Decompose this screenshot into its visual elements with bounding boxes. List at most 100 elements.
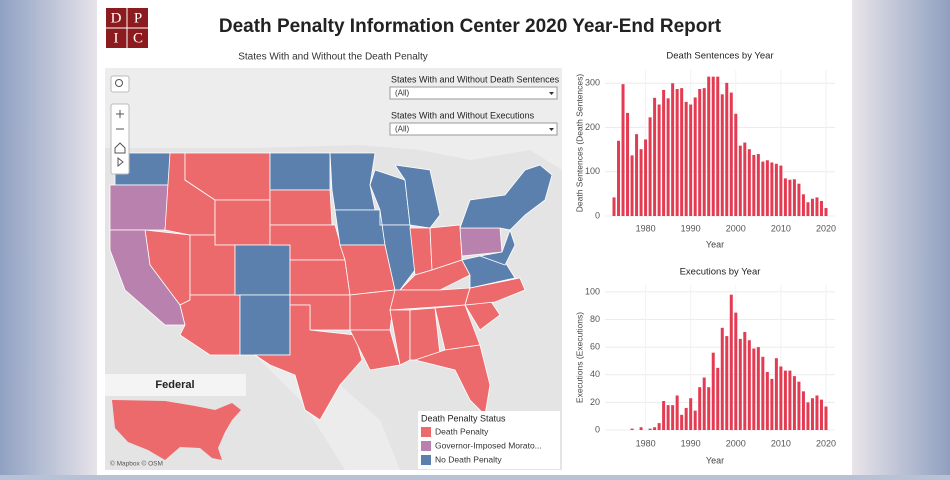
logo: D P I C — [106, 8, 148, 48]
state — [413, 344, 491, 416]
state — [239, 294, 291, 356]
bar — [801, 391, 805, 430]
bar — [765, 160, 769, 216]
dropdown-arrow — [549, 92, 554, 95]
bar — [824, 406, 828, 430]
filter-value: (All) — [395, 89, 410, 98]
bar — [711, 352, 715, 430]
legend-box — [418, 411, 560, 469]
federal-title: Federal — [155, 379, 194, 391]
bar — [824, 208, 828, 216]
state — [109, 184, 171, 231]
x-tick-label: 2010 — [771, 438, 791, 448]
bar — [657, 104, 661, 216]
bar — [756, 154, 760, 216]
x-tick-label: 2020 — [816, 223, 836, 233]
bar — [666, 405, 670, 430]
bar — [720, 94, 724, 216]
bar — [671, 83, 675, 216]
filter-dropdown[interactable] — [389, 122, 558, 136]
filter-dropdown[interactable] — [389, 86, 558, 100]
bar — [716, 367, 720, 430]
bar — [662, 89, 666, 216]
federal-header — [105, 374, 246, 396]
bar — [783, 178, 787, 216]
state — [478, 228, 516, 266]
x-tick-label: 2020 — [816, 438, 836, 448]
bar — [729, 92, 733, 216]
bar — [752, 154, 756, 216]
bar — [797, 183, 801, 216]
bar — [792, 376, 796, 430]
bar — [630, 155, 634, 216]
bar — [653, 427, 657, 430]
state — [234, 244, 291, 296]
y-tick-label: 40 — [590, 369, 600, 379]
bar — [738, 338, 742, 430]
zoom-controls[interactable] — [110, 103, 130, 175]
filter-value: (All) — [395, 125, 410, 134]
bar — [770, 378, 774, 430]
bar — [788, 370, 792, 430]
bar — [626, 112, 630, 216]
bar — [729, 294, 733, 430]
state — [253, 304, 363, 421]
bar — [671, 405, 675, 430]
bar — [783, 370, 787, 430]
bar — [743, 142, 747, 216]
legend-label: No Death Penalty — [435, 454, 502, 464]
state — [269, 189, 333, 226]
bar — [689, 104, 693, 216]
bar — [680, 414, 684, 430]
bar — [774, 163, 778, 216]
y-axis-label: Death Sentences (Death Sentences) — [574, 74, 584, 213]
x-tick-label: 2010 — [771, 223, 791, 233]
bar — [761, 356, 765, 430]
bar — [675, 89, 679, 216]
bar — [689, 398, 693, 430]
y-tick-label: 100 — [585, 286, 600, 296]
y-tick-label: 60 — [590, 342, 600, 352]
bar — [770, 162, 774, 216]
search-button[interactable] — [110, 75, 130, 93]
bar — [788, 179, 792, 216]
logo-letter: C — [133, 30, 143, 46]
y-tick-label: 200 — [585, 122, 600, 132]
states — [109, 152, 553, 421]
bar — [765, 372, 769, 430]
chart-title: Executions by Year — [680, 267, 761, 278]
x-tick-label: 1990 — [681, 223, 701, 233]
bar — [666, 98, 670, 216]
x-tick-label: 1980 — [636, 223, 656, 233]
filters: States With and Without Death Sentences … — [389, 74, 560, 136]
legend-swatch — [421, 427, 431, 437]
state — [349, 289, 396, 331]
bar — [702, 377, 706, 430]
zoom-icons — [114, 110, 126, 168]
bar — [747, 340, 751, 430]
x-tick-label: 1980 — [636, 438, 656, 448]
bar — [725, 336, 729, 430]
bar — [815, 197, 819, 216]
bar — [797, 381, 801, 430]
legend-label: Death Penalty — [435, 426, 489, 436]
bar — [707, 76, 711, 217]
bar — [707, 387, 711, 430]
bar — [716, 76, 720, 217]
bar — [801, 194, 805, 216]
y-tick-label: 0 — [595, 210, 600, 220]
bar — [752, 348, 756, 430]
bar — [653, 97, 657, 216]
bar — [761, 161, 765, 216]
bar — [635, 134, 639, 216]
state — [289, 259, 351, 296]
y-tick-label: 100 — [585, 166, 600, 176]
legend-swatch — [421, 441, 431, 451]
bar — [639, 149, 643, 216]
bar — [810, 398, 814, 430]
x-axis-label: Year — [706, 239, 724, 249]
bar — [630, 428, 634, 430]
state — [214, 199, 271, 246]
state — [269, 152, 331, 191]
